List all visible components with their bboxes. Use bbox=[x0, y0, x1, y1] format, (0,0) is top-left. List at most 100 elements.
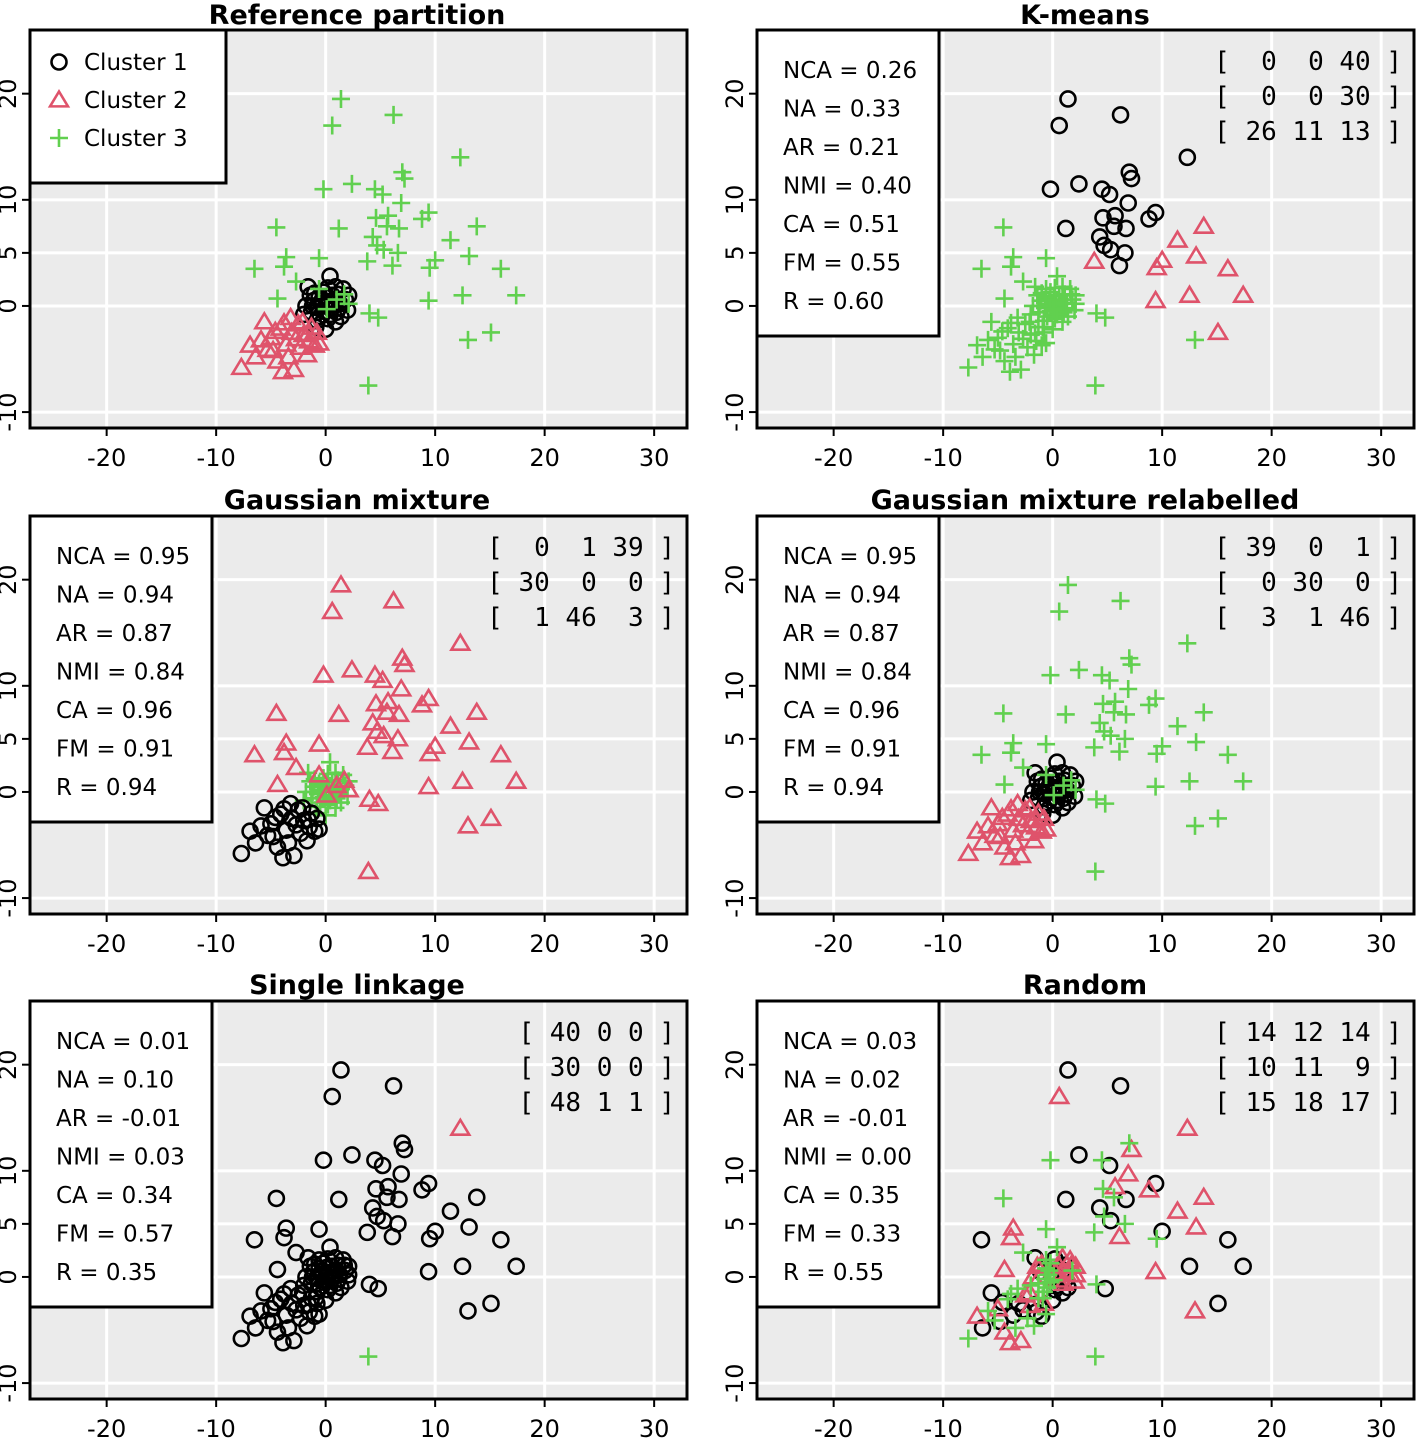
plus-marker bbox=[1122, 655, 1141, 674]
plus-marker bbox=[995, 775, 1014, 794]
plus-marker bbox=[318, 795, 337, 814]
y-tick-label: 5 bbox=[721, 731, 749, 746]
y-tick-label: -10 bbox=[721, 878, 749, 917]
circle-marker bbox=[1094, 209, 1112, 227]
plus-marker bbox=[1004, 335, 1023, 354]
triangle-marker bbox=[1022, 829, 1046, 849]
plus-marker bbox=[1140, 695, 1159, 714]
plus-marker bbox=[395, 169, 414, 188]
stat-line: AR = -0.01 bbox=[783, 1106, 908, 1132]
circle-marker bbox=[275, 1228, 293, 1247]
plus-marker bbox=[1021, 1276, 1040, 1295]
circle-marker bbox=[319, 1250, 337, 1268]
circle-marker bbox=[314, 1151, 333, 1169]
circle-marker bbox=[1110, 256, 1129, 275]
triangle-marker bbox=[272, 311, 296, 331]
points-layer bbox=[959, 1061, 1252, 1366]
x-tick-label: -10 bbox=[197, 1415, 236, 1441]
plus-marker bbox=[277, 248, 296, 267]
plus-marker bbox=[1234, 772, 1253, 791]
plus-marker bbox=[1186, 816, 1204, 835]
confusion-matrix-row: [ 3 1 46 ] bbox=[1214, 603, 1402, 633]
x-tick-label: 30 bbox=[639, 444, 670, 472]
y-tick-label: 5 bbox=[721, 1216, 749, 1231]
triangle-marker bbox=[1184, 245, 1208, 264]
y-tick-label: -10 bbox=[0, 878, 22, 917]
triangle-marker bbox=[327, 703, 351, 723]
x-tick-label: -10 bbox=[924, 1415, 963, 1441]
circle-marker bbox=[378, 1188, 396, 1207]
plus-marker bbox=[1044, 1271, 1063, 1290]
circle-marker bbox=[310, 820, 328, 838]
triangle-marker bbox=[993, 1321, 1016, 1340]
plus-marker bbox=[1000, 362, 1019, 381]
plus-marker bbox=[1008, 1279, 1027, 1298]
plus-marker bbox=[303, 782, 322, 801]
x-tick-label: 20 bbox=[1256, 930, 1287, 958]
plus-marker bbox=[1117, 705, 1136, 724]
panel-k-means: K-means -20 -10 0 10 20 30 -10 0 5 10 20 NCA = 0.26… bbox=[721, 0, 1416, 472]
triangle-marker bbox=[307, 733, 331, 752]
plus-marker bbox=[1054, 776, 1073, 795]
plus-marker bbox=[1041, 1151, 1060, 1170]
stat-line: NCA = 0.01 bbox=[56, 1029, 190, 1055]
triangle-marker bbox=[387, 703, 411, 723]
stats-box bbox=[28, 999, 214, 1309]
circle-marker bbox=[1050, 116, 1069, 135]
triangle-marker bbox=[1083, 250, 1106, 270]
triangle-marker bbox=[320, 600, 344, 620]
plus-marker bbox=[1044, 300, 1063, 319]
plus-marker bbox=[1032, 336, 1051, 355]
stat-line: NMI = 0.00 bbox=[783, 1145, 912, 1171]
circle-marker bbox=[267, 1189, 286, 1208]
y-tick-label: 20 bbox=[721, 1049, 749, 1080]
circle-marker bbox=[268, 1260, 287, 1279]
triangle-marker bbox=[1166, 1200, 1189, 1219]
stat-line: CA = 0.96 bbox=[56, 698, 173, 724]
plus-marker bbox=[451, 148, 470, 167]
triangle-marker bbox=[957, 842, 980, 862]
plus-marker bbox=[453, 286, 472, 305]
points-layer bbox=[230, 89, 526, 395]
plus-marker bbox=[959, 1329, 978, 1348]
plus-marker bbox=[985, 1311, 1004, 1330]
plus-marker bbox=[1040, 1261, 1059, 1280]
plus-marker bbox=[995, 352, 1014, 371]
triangle-marker bbox=[479, 807, 503, 827]
stats-box bbox=[28, 514, 214, 824]
x-tick-label: 10 bbox=[1147, 930, 1178, 958]
circle-marker bbox=[1117, 219, 1135, 238]
plus-marker bbox=[329, 785, 348, 804]
triangle-marker bbox=[417, 775, 440, 795]
triangle-marker bbox=[307, 763, 331, 783]
x-tick-label: 0 bbox=[318, 1415, 333, 1441]
triangle-marker bbox=[1004, 831, 1027, 851]
y-tick-label: 10 bbox=[0, 671, 22, 702]
triangle-marker bbox=[991, 806, 1014, 826]
triangle-marker bbox=[337, 778, 360, 798]
circle-marker bbox=[395, 1140, 414, 1159]
circle-marker bbox=[297, 297, 315, 315]
triangle-marker bbox=[386, 727, 410, 747]
y-tick-label: 0 bbox=[721, 784, 749, 799]
triangle-marker bbox=[272, 741, 296, 761]
triangle-marker bbox=[1166, 229, 1189, 248]
y-tick-label: 0 bbox=[721, 1269, 749, 1284]
plus-marker bbox=[1104, 1188, 1123, 1207]
stat-line: AR = 0.87 bbox=[783, 621, 900, 647]
plus-marker bbox=[1050, 602, 1069, 621]
triangle-marker bbox=[265, 702, 288, 722]
plus-marker bbox=[1146, 777, 1165, 796]
x-tick-label: 20 bbox=[1256, 444, 1287, 472]
circle-marker bbox=[367, 1180, 385, 1198]
stat-line: FM = 0.91 bbox=[783, 737, 901, 763]
confusion-matrix-row: [ 1 46 3 ] bbox=[487, 603, 675, 633]
triangle-marker bbox=[1192, 215, 1215, 235]
triangle-marker bbox=[329, 573, 353, 593]
y-tick-label: 10 bbox=[0, 1156, 22, 1187]
plus-marker bbox=[1085, 1223, 1104, 1242]
circle-marker bbox=[299, 1295, 317, 1314]
plus-marker bbox=[374, 240, 393, 259]
triangle-marker bbox=[999, 1226, 1023, 1246]
